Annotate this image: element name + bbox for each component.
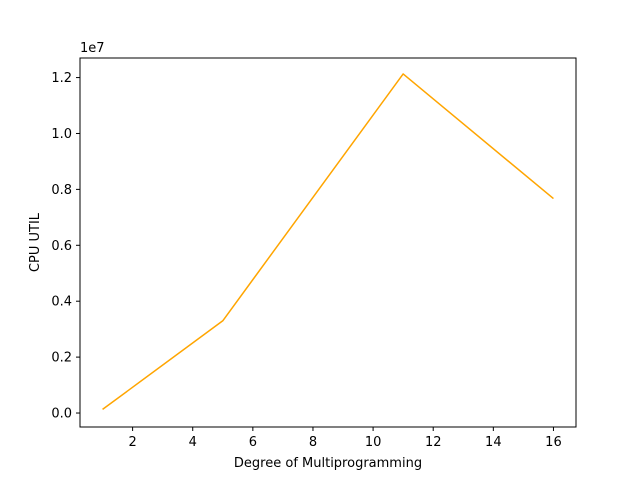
y-tick-label: 0.8: [51, 183, 72, 198]
x-tick-label: 16: [545, 435, 562, 450]
x-tick-label: 6: [249, 435, 257, 450]
x-tick-label: 2: [128, 435, 136, 450]
y-tick-label: 0.4: [51, 295, 72, 310]
y-tick-label: 0.6: [51, 239, 72, 254]
y-axis-label: CPU UTIL: [28, 212, 43, 272]
plot-area-frame: [79, 57, 577, 428]
y-tick-label: 0.0: [51, 407, 72, 422]
x-axis-label: Degree of Multiprogramming: [234, 456, 422, 471]
y-tick-label: 0.2: [51, 351, 72, 366]
series-line: [102, 73, 554, 410]
y-axis-offset-label: 1e7: [80, 41, 105, 56]
x-tick-label: 4: [189, 435, 197, 450]
series-layer: [102, 73, 554, 410]
x-axis-ticks: 2 4 6 8 10 12 14 16: [128, 427, 562, 450]
y-axis-ticks: 0.0 0.2 0.4 0.6 0.8 1.0 1.2: [51, 71, 80, 422]
x-tick-label: 10: [365, 435, 382, 450]
x-tick-label: 8: [309, 435, 317, 450]
x-tick-label: 12: [425, 435, 442, 450]
y-tick-label: 1.0: [51, 127, 72, 142]
x-tick-label: 14: [485, 435, 502, 450]
y-tick-label: 1.2: [51, 71, 72, 86]
